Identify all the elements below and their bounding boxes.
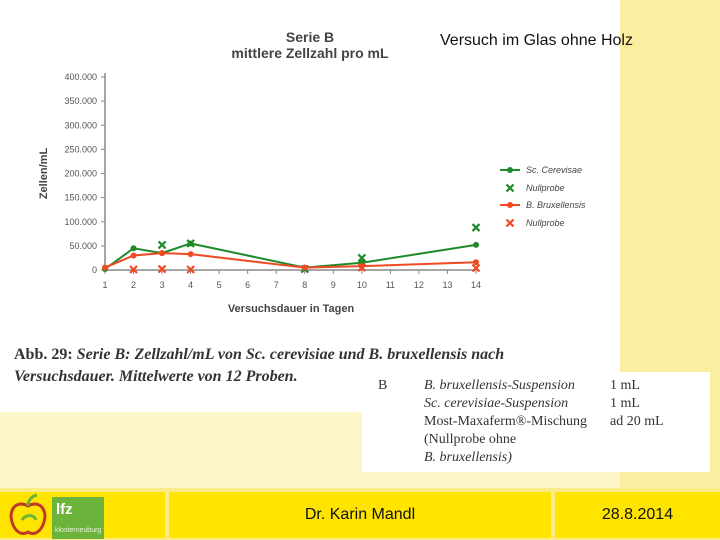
data-point xyxy=(130,252,137,259)
legend-marker xyxy=(507,167,513,173)
y-tick-label: 50.000 xyxy=(69,241,97,251)
y-tick-label: 300.000 xyxy=(64,120,97,130)
footer-author: Dr. Karin Mandl xyxy=(169,492,551,538)
data-point-cross xyxy=(157,264,167,274)
x-tick-label: 12 xyxy=(414,280,424,290)
slide-title: Versuch im Glas ohne Holz xyxy=(440,32,633,49)
data-point-cross xyxy=(471,263,481,273)
logo-badge: lfz klosterneuburg xyxy=(52,497,104,539)
y-tick-label: 250.000 xyxy=(64,144,97,154)
x-tick-label: 11 xyxy=(386,280,395,290)
x-axis-label: Versuchsdauer in Tagen xyxy=(228,303,355,315)
cross-marker xyxy=(505,183,515,193)
cross-marker xyxy=(157,264,167,274)
footer-bar: lfz klosterneuburg Dr. Karin Mandl 28.8.… xyxy=(0,488,720,540)
y-tick-label: 100.000 xyxy=(64,217,97,227)
composition-desc: Most-Maxaferm®-Mischung xyxy=(424,414,588,429)
logo-text: lfz xyxy=(56,501,73,518)
legend-marker xyxy=(507,202,513,208)
x-tick-label: 14 xyxy=(471,280,481,290)
cross-marker xyxy=(186,239,195,248)
composition-amount xyxy=(610,431,670,449)
data-point-cross xyxy=(357,263,367,272)
apple-logo-icon xyxy=(9,493,47,536)
data-point xyxy=(130,245,137,252)
data-point-cross xyxy=(505,183,515,193)
composition-amount xyxy=(610,449,670,467)
composition-amount: 1 mL xyxy=(610,396,640,411)
x-tick-label: 10 xyxy=(357,280,367,290)
chart-subtitle: mittlere Zellzahl pro mL xyxy=(231,45,389,61)
y-tick-label: 400.000 xyxy=(64,72,97,82)
data-point-cross xyxy=(471,223,481,232)
data-point-cross xyxy=(186,265,195,274)
figure-caption: Abb. 29: Serie B: Zellzahl/mL von Sc. ce… xyxy=(14,344,574,388)
data-point xyxy=(159,250,166,257)
composition-grid: B B. bruxellensis-Suspension 1 mL Sc. ce… xyxy=(378,377,670,467)
data-point xyxy=(102,264,108,271)
data-point xyxy=(473,259,479,266)
data-point xyxy=(473,241,479,248)
caption-text: Serie B: Zellzahl/mL von Sc. cerevisiae … xyxy=(14,346,505,385)
cross-marker xyxy=(357,253,367,263)
legend-label: Sc. Cerevisae xyxy=(526,165,582,175)
y-tick-label: 200.000 xyxy=(64,169,97,179)
x-tick-label: 7 xyxy=(274,280,279,290)
cross-marker xyxy=(157,240,167,250)
composition-desc: Sc. cerevisiae-Suspension xyxy=(424,396,569,411)
x-tick-label: 4 xyxy=(188,280,193,290)
composition-desc: (Nullprobe ohne xyxy=(424,432,517,447)
x-tick-label: 3 xyxy=(160,280,165,290)
footer-date: 28.8.2014 xyxy=(555,492,720,538)
composition-amount: ad 20 mL xyxy=(610,414,664,429)
composition-table: B B. bruxellensis-Suspension 1 mL Sc. ce… xyxy=(362,372,710,472)
x-tick-label: 13 xyxy=(442,280,452,290)
composition-amount: 1 mL xyxy=(610,378,640,393)
cross-marker xyxy=(186,265,195,274)
x-tick-label: 5 xyxy=(217,280,222,290)
x-tick-label: 6 xyxy=(245,280,250,290)
y-axis-label: Zellen/mL xyxy=(38,148,50,200)
y-tick-label: 150.000 xyxy=(64,193,97,203)
chart-title: Serie B xyxy=(286,29,334,45)
footer-logo-cell: lfz klosterneuburg xyxy=(0,492,165,539)
data-point-cross xyxy=(186,239,195,248)
x-tick-label: 9 xyxy=(331,280,336,290)
data-point-cross xyxy=(157,240,167,250)
composition-desc: B. bruxellensis) xyxy=(424,450,512,465)
data-point-cross xyxy=(129,265,138,274)
x-tick-label: 2 xyxy=(131,280,136,290)
caption-lead: Abb. 29: xyxy=(14,346,73,363)
y-tick-label: 0 xyxy=(92,265,97,275)
composition-desc: B. bruxellensis-Suspension xyxy=(424,378,575,393)
series-label: B xyxy=(378,378,388,393)
y-tick-label: 350.000 xyxy=(64,96,97,106)
cross-marker xyxy=(357,263,367,272)
data-point-cross xyxy=(357,253,367,263)
data-point xyxy=(301,264,308,271)
logo-subtext: klosterneuburg xyxy=(55,527,102,534)
cross-marker xyxy=(505,218,515,228)
data-point xyxy=(187,251,194,258)
legend-label: Nullprobe xyxy=(526,218,565,228)
legend-label: B. Bruxellensis xyxy=(526,200,586,210)
cross-marker xyxy=(129,265,138,274)
cross-marker xyxy=(471,223,481,232)
x-tick-label: 1 xyxy=(102,280,107,290)
data-point-cross xyxy=(505,218,515,228)
cross-marker xyxy=(471,263,481,273)
x-tick-label: 8 xyxy=(302,280,307,290)
legend-label: Nullprobe xyxy=(526,183,565,193)
